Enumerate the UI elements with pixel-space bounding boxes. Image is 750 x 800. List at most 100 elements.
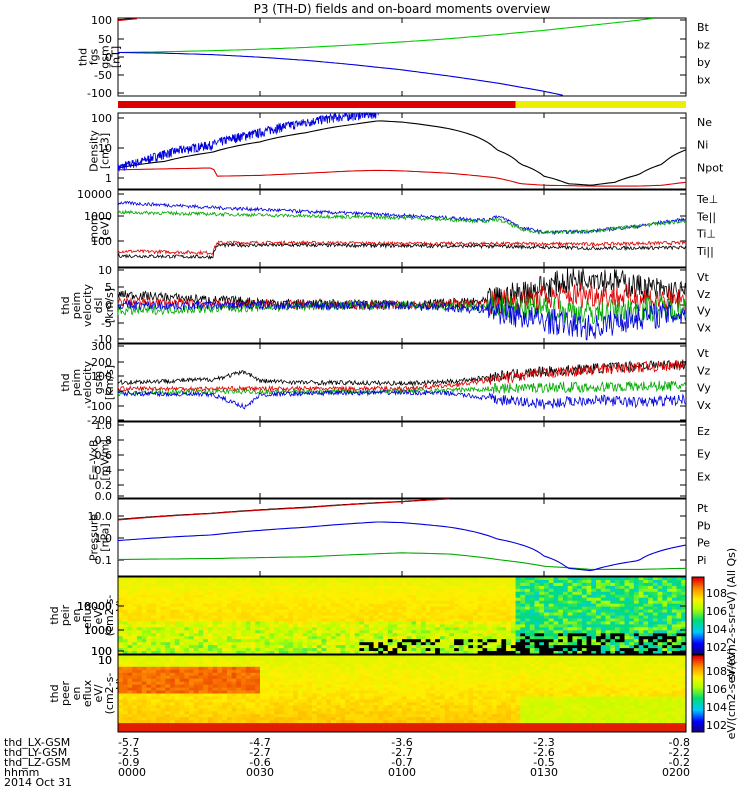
heatmap-cell	[217, 609, 223, 613]
heatmap-cell	[165, 645, 171, 649]
heatmap-cell	[146, 636, 152, 640]
heatmap-cell	[160, 684, 166, 688]
heatmap-cell	[198, 726, 204, 730]
heatmap-cell	[567, 612, 573, 616]
heatmap-cell	[373, 726, 379, 730]
heatmap-cell	[241, 591, 247, 596]
heatmap-cell	[236, 726, 242, 730]
heatmap-cell	[222, 690, 228, 694]
heatmap-cell	[354, 696, 360, 700]
heatmap-cell	[269, 708, 275, 712]
heatmap-cell	[269, 588, 275, 593]
heatmap-cell	[160, 696, 166, 700]
heatmap-cell	[477, 609, 483, 613]
heatmap-cell	[203, 648, 209, 652]
heatmap-cell	[553, 609, 559, 613]
heatmap-cell	[454, 639, 460, 643]
heatmap-cell	[203, 675, 209, 680]
heatmap-cell	[534, 577, 540, 581]
heatmap-cell	[529, 580, 535, 584]
heatmap-cell	[316, 600, 322, 605]
heatmap-cell	[212, 648, 218, 652]
heatmap-cell	[302, 600, 308, 605]
colorbar-segment	[692, 628, 704, 632]
heatmap-cell	[354, 594, 360, 599]
heatmap-cell	[127, 672, 133, 677]
heatmap-cell	[373, 723, 379, 727]
heatmap-cell	[454, 621, 460, 625]
heatmap-cell	[553, 577, 559, 581]
heatmap-cell	[312, 720, 318, 724]
heatmap-cell	[255, 624, 261, 628]
heatmap-cell	[331, 609, 337, 613]
heatmap-cell	[207, 588, 213, 593]
heatmap-cell	[624, 600, 630, 605]
heatmap-cell	[633, 609, 639, 613]
heatmap-cell	[316, 594, 322, 599]
heatmap-cell	[207, 606, 213, 610]
heatmap-cell	[231, 580, 237, 584]
heatmap-cell	[648, 591, 654, 596]
heatmap-cell	[274, 615, 280, 619]
heatmap-cell	[146, 687, 152, 691]
heatmap-cell	[198, 624, 204, 628]
heatmap-cell	[179, 645, 185, 649]
heatmap-cell	[189, 672, 195, 677]
heatmap-cell	[136, 723, 142, 727]
heatmap-cell	[212, 633, 218, 637]
heatmap-cell	[633, 645, 639, 649]
heatmap-cell	[444, 577, 450, 581]
heatmap-cell	[331, 582, 337, 587]
heatmap-cell	[676, 603, 682, 608]
heatmap-cell	[231, 591, 237, 596]
heatmap-cell	[671, 603, 677, 608]
heatmap-cell	[170, 720, 176, 724]
heatmap-cell	[477, 577, 483, 581]
heatmap-cell	[534, 582, 540, 587]
heatmap-cell	[151, 609, 157, 613]
heatmap-cell	[681, 633, 687, 637]
heatmap-cell	[278, 690, 284, 694]
heatmap-cell	[241, 621, 247, 625]
heatmap-cell	[354, 642, 360, 646]
heatmap-cell	[146, 690, 152, 694]
heatmap-cell	[170, 675, 176, 680]
heatmap-cell	[189, 597, 195, 602]
y-tick-label: -5	[101, 317, 112, 330]
heatmap-cell	[624, 594, 630, 599]
heatmap-cell	[160, 687, 166, 691]
y-axis-label: [mV/m]	[99, 439, 112, 480]
heatmap-cell	[368, 591, 374, 596]
heatmap-cell	[406, 612, 412, 616]
y-tick-label: -100	[87, 87, 112, 100]
heatmap-cell	[127, 597, 133, 602]
heatmap-cell	[544, 577, 550, 581]
heatmap-cell	[316, 645, 322, 649]
heatmap-cell	[340, 705, 346, 709]
heatmap-cell	[378, 588, 384, 593]
heatmap-cell	[491, 618, 497, 622]
heatmap-cell	[226, 699, 232, 703]
heatmap-cell	[274, 618, 280, 622]
heatmap-cell	[312, 655, 318, 659]
heatmap-cell	[203, 705, 209, 709]
heatmap-cell	[340, 669, 346, 674]
heatmap-cell	[226, 624, 232, 628]
heatmap-cell	[525, 621, 531, 625]
heatmap-cell	[373, 675, 379, 680]
heatmap-cell	[430, 627, 436, 631]
heatmap-cell	[160, 658, 166, 662]
heatmap-cell	[141, 681, 147, 686]
heatmap-cell	[430, 582, 436, 587]
heatmap-cell	[179, 726, 185, 730]
heatmap-cell	[127, 648, 133, 652]
heatmap-cell	[283, 591, 289, 596]
heatmap-cell	[615, 609, 621, 613]
heatmap-cell	[349, 726, 355, 730]
heatmap-cell	[193, 633, 199, 637]
heatmap-cell	[198, 618, 204, 622]
heatmap-cell	[667, 624, 673, 628]
heatmap-cell	[122, 729, 128, 733]
heatmap-cell	[548, 621, 554, 625]
heatmap-cell	[174, 711, 180, 715]
